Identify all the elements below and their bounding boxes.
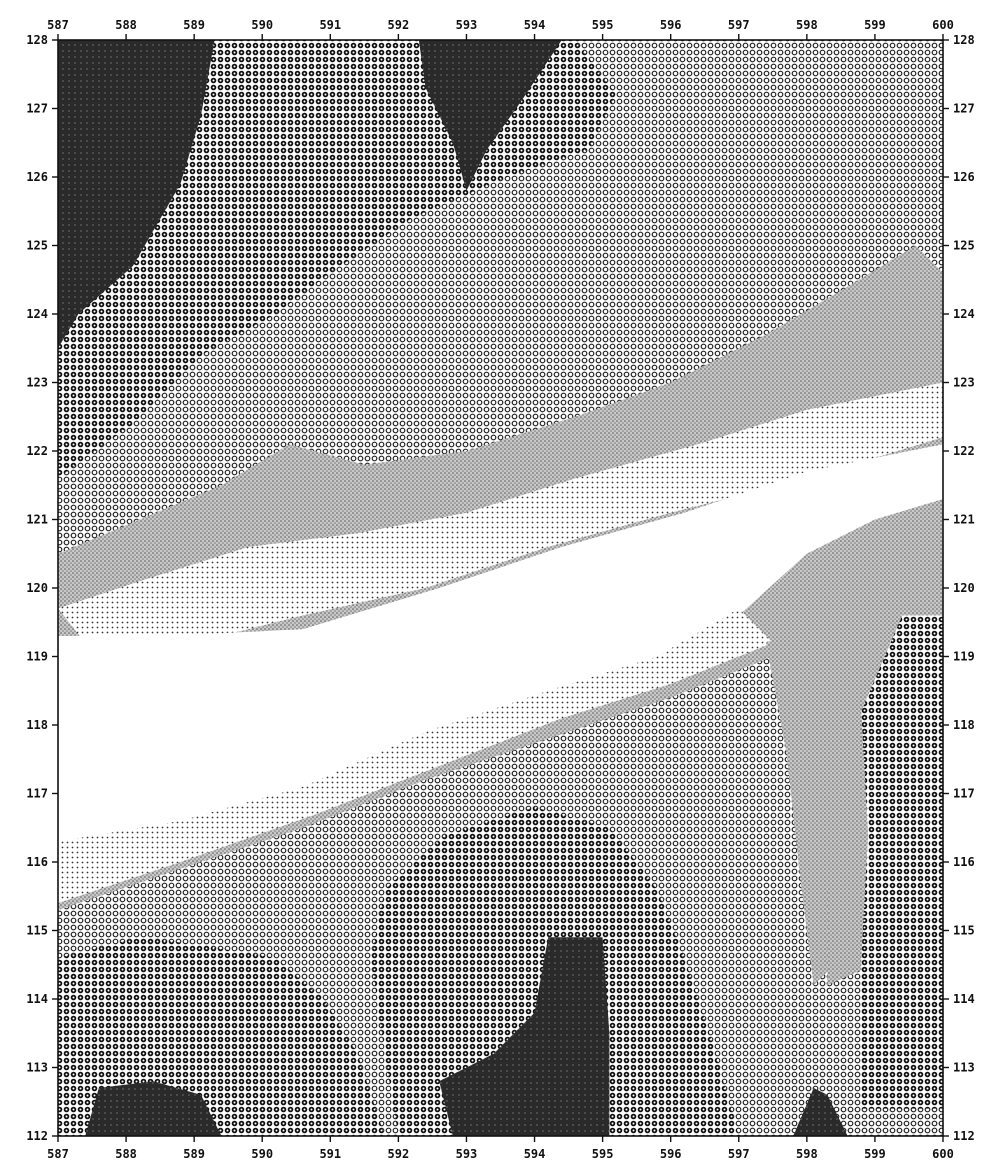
region-slope-grey	[58, 245, 943, 616]
y-tick-label: 120	[26, 581, 48, 595]
x-tick-label: 591	[319, 1147, 341, 1161]
x-tick-label: 595	[592, 1147, 614, 1161]
y-tick-label: 123	[26, 376, 48, 390]
y-tick-label: 119	[953, 650, 975, 664]
x-tick-label: 595	[592, 18, 614, 32]
x-tick-label: 587	[47, 1147, 69, 1161]
y-tick-label: 112	[26, 1129, 48, 1143]
y-tick-label: 126	[26, 170, 48, 184]
y-tick-label: 127	[953, 102, 975, 116]
y-tick-label: 122	[953, 444, 975, 458]
region-upper-mid-dark	[418, 40, 562, 191]
x-tick-label: 590	[251, 1147, 273, 1161]
y-tick-label: 124	[26, 307, 48, 321]
y-tick-label: 121	[953, 513, 975, 527]
x-tick-label: 600	[932, 18, 954, 32]
y-tick-label: 126	[953, 170, 975, 184]
y-tick-label: 120	[953, 581, 975, 595]
y-tick-label: 113	[953, 1061, 975, 1075]
y-tick-label: 125	[26, 239, 48, 253]
x-tick-label: 590	[251, 18, 273, 32]
x-tick-label: 599	[864, 18, 886, 32]
region-ravine-grey	[766, 629, 828, 986]
x-tick-label: 597	[728, 18, 750, 32]
x-tick-label: 592	[388, 18, 410, 32]
x-tick-label: 594	[524, 18, 546, 32]
y-tick-label: 124	[953, 307, 975, 321]
x-tick-label: 591	[319, 18, 341, 32]
y-tick-label: 115	[953, 924, 975, 938]
x-axis-top: 587 588 589 590 591 592 593 594 595 596 597 598 599 6…	[47, 18, 954, 40]
y-tick-label: 122	[26, 444, 48, 458]
x-tick-label: 592	[388, 1147, 410, 1161]
y-tick-label: 127	[26, 102, 48, 116]
y-tick-label: 118	[26, 718, 48, 732]
y-tick-label: 121	[26, 513, 48, 527]
x-tick-label: 597	[728, 1147, 750, 1161]
x-tick-label: 600	[932, 1147, 954, 1161]
y-tick-label: 117	[953, 787, 975, 801]
region-lower-right-dark	[793, 1088, 848, 1136]
terrain-regions	[58, 40, 943, 1136]
x-tick-label: 588	[115, 1147, 137, 1161]
region-valley-floor	[58, 444, 943, 849]
x-tick-label: 598	[796, 1147, 818, 1161]
x-tick-label: 594	[524, 1147, 546, 1161]
y-tick-label: 116	[953, 855, 975, 869]
region-upper-slope-fine	[58, 382, 943, 643]
x-tick-label: 593	[456, 18, 478, 32]
y-tick-label: 118	[953, 718, 975, 732]
region-lower-slope-fine	[58, 608, 773, 904]
y-tick-label: 119	[26, 650, 48, 664]
y-axis-right: 128 127 126 125 124 123 122 121 120 119 118 117 116 1…	[943, 33, 975, 1143]
y-tick-label: 114	[953, 992, 975, 1006]
y-tick-label: 128	[953, 33, 975, 47]
y-tick-label: 115	[26, 924, 48, 938]
x-tick-label: 587	[47, 18, 69, 32]
x-tick-label: 598	[796, 18, 818, 32]
x-tick-label: 593	[456, 1147, 478, 1161]
y-tick-label: 116	[26, 855, 48, 869]
region-lower-right-filled	[861, 615, 943, 1109]
x-tick-label: 588	[115, 18, 137, 32]
y-tick-label: 123	[953, 376, 975, 390]
y-axis-left: 128 127 126 125 124 123 122 121 120 119 118 117 116 1…	[26, 33, 58, 1143]
y-tick-label: 113	[26, 1061, 48, 1075]
y-tick-label: 117	[26, 787, 48, 801]
x-tick-label: 596	[660, 18, 682, 32]
x-tick-label: 589	[183, 1147, 205, 1161]
x-axis-bottom: 587 588 589 590 591 592 593 594 595 596 597 598 599 6…	[47, 1136, 954, 1161]
x-tick-label: 599	[864, 1147, 886, 1161]
region-lower-left-dark	[85, 1081, 222, 1136]
y-tick-label: 125	[953, 239, 975, 253]
y-tick-label: 128	[26, 33, 48, 47]
region-upper-left-dark	[58, 40, 215, 349]
y-tick-label: 112	[953, 1129, 975, 1143]
region-lower-mid-dark	[439, 937, 610, 1136]
x-tick-label: 596	[660, 1147, 682, 1161]
y-tick-label: 114	[26, 992, 48, 1006]
x-tick-label: 589	[183, 18, 205, 32]
